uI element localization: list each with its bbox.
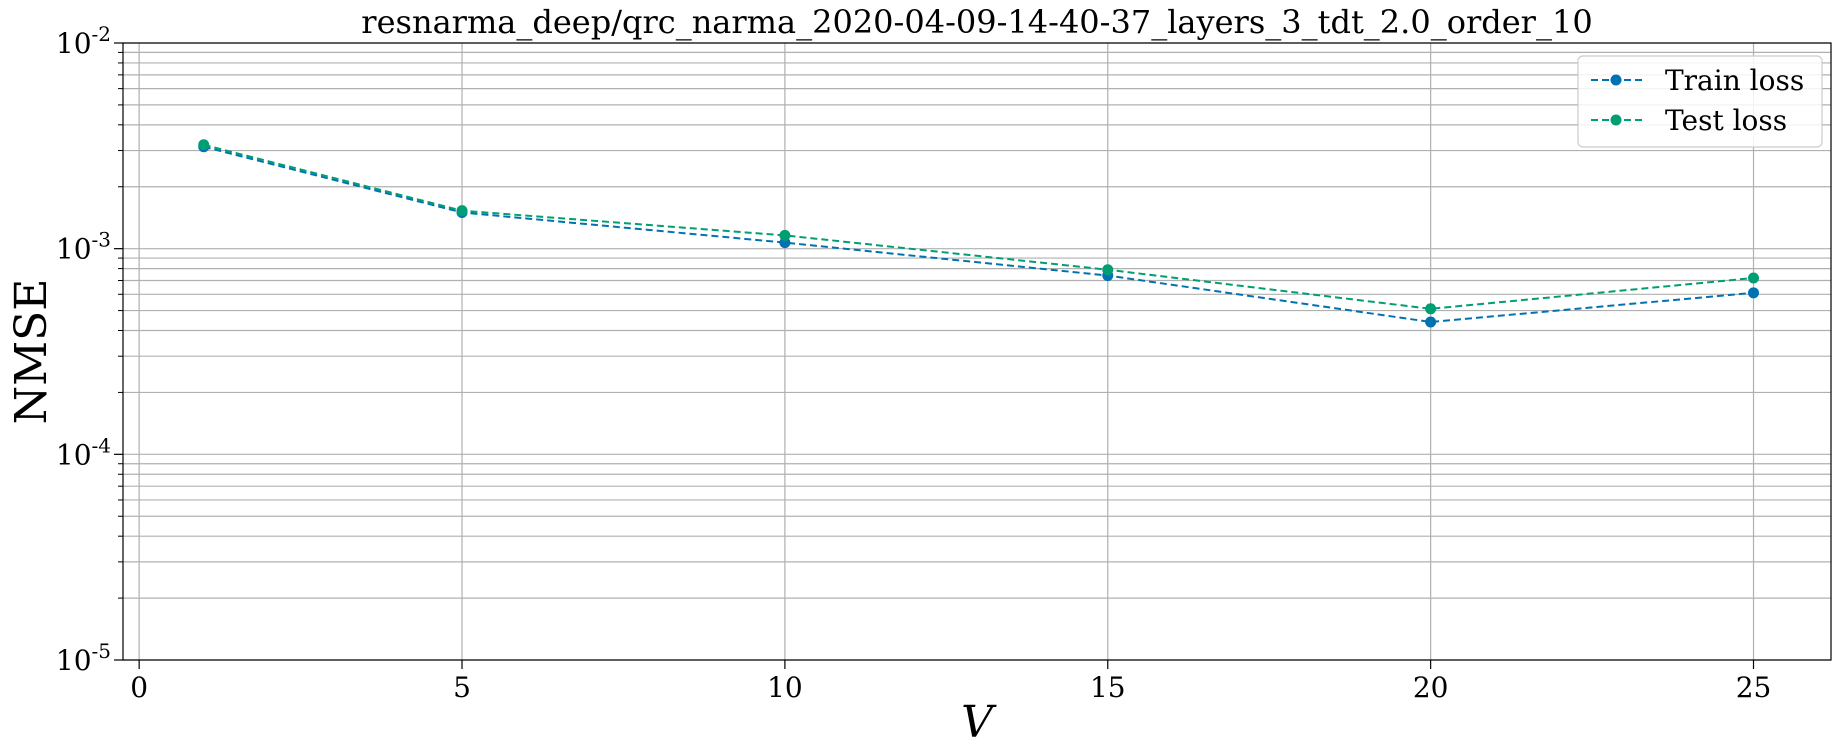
data-point	[1748, 287, 1760, 299]
series-line	[203, 143, 1754, 310]
x-axis-label: V	[961, 697, 997, 748]
grid	[123, 42, 1831, 661]
series-line	[203, 145, 1754, 324]
legend-marker	[1610, 114, 1622, 126]
data-point	[198, 139, 210, 151]
x-tick-label: 0	[130, 671, 148, 704]
y-axis-label: NMSE	[6, 279, 57, 425]
legend-label: Test loss	[1665, 104, 1787, 137]
data-point	[1748, 272, 1760, 284]
legend-box	[1577, 55, 1823, 148]
data-point	[1425, 303, 1437, 315]
x-tick-label: 25	[1736, 671, 1772, 704]
axis-ticks: 10-2 10-3 10-4 10-5 0 5 10 15 20 25	[56, 22, 1771, 704]
plot-frame	[122, 42, 1832, 661]
legend: Train loss Test loss	[1577, 55, 1823, 148]
legend-label: Train loss	[1665, 64, 1804, 97]
y-tick-label: 10-2	[56, 22, 111, 60]
data-point	[1102, 264, 1114, 276]
data-point	[456, 205, 468, 217]
x-tick-label: 20	[1413, 671, 1449, 704]
chart-title: resnarma_deep/qrc_narma_2020-04-09-14-40…	[361, 3, 1592, 41]
y-tick-label: 10-4	[56, 433, 111, 471]
y-tick-label: 10-5	[56, 639, 111, 677]
x-tick-label: 10	[767, 671, 803, 704]
x-tick-label: 5	[453, 671, 471, 704]
data-point	[779, 229, 791, 241]
x-tick-label: 15	[1090, 671, 1126, 704]
y-tick-label: 10-3	[56, 228, 111, 266]
legend-marker	[1610, 74, 1622, 86]
data-point	[1425, 316, 1437, 328]
series	[198, 139, 1760, 328]
